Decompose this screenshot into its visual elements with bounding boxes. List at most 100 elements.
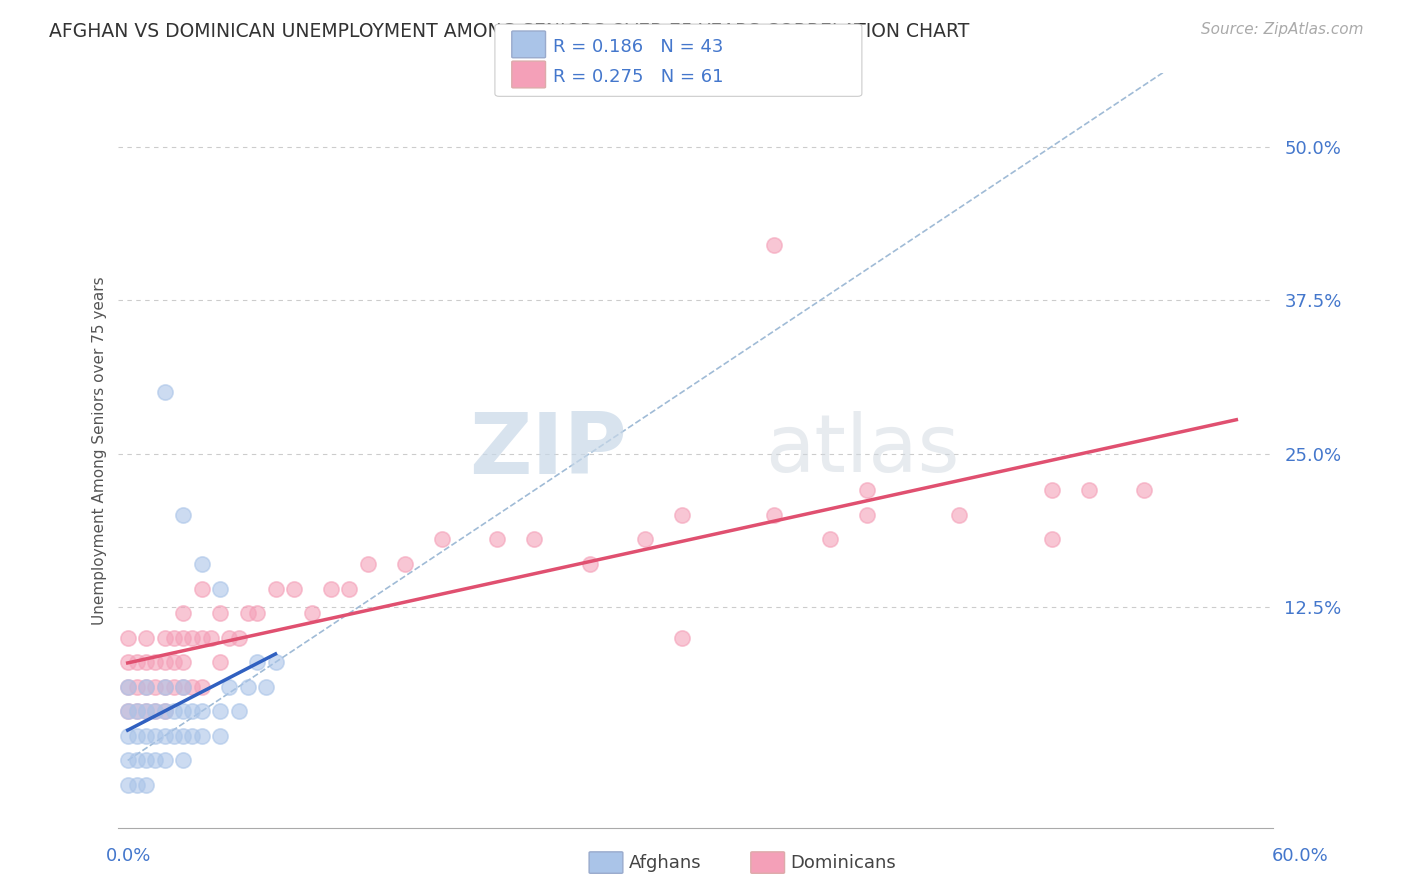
Point — [153, 704, 176, 718]
Point — [190, 729, 212, 743]
Point — [190, 704, 212, 718]
Point — [153, 680, 176, 694]
Point — [523, 533, 546, 547]
Point — [190, 557, 212, 571]
Point — [163, 680, 186, 694]
Text: AFGHAN VS DOMINICAN UNEMPLOYMENT AMONG SENIORS OVER 75 YEARS CORRELATION CHART: AFGHAN VS DOMINICAN UNEMPLOYMENT AMONG S… — [49, 22, 970, 41]
Point — [117, 704, 139, 718]
Point — [125, 778, 148, 792]
Text: Source: ZipAtlas.com: Source: ZipAtlas.com — [1201, 22, 1364, 37]
Point — [236, 606, 259, 620]
Text: atlas: atlas — [765, 411, 959, 490]
Point — [135, 729, 157, 743]
Point — [218, 631, 240, 645]
Point — [153, 385, 176, 400]
Point — [855, 508, 877, 522]
Point — [319, 582, 342, 596]
Point — [125, 753, 148, 767]
Point — [190, 631, 212, 645]
Y-axis label: Unemployment Among Seniors over 75 years: Unemployment Among Seniors over 75 years — [93, 277, 107, 624]
Point — [236, 680, 259, 694]
Point — [1040, 533, 1063, 547]
Point — [145, 680, 167, 694]
Point — [1040, 483, 1063, 498]
Point — [218, 680, 240, 694]
Point — [1077, 483, 1099, 498]
Point — [246, 606, 269, 620]
Point — [117, 778, 139, 792]
Point — [163, 704, 186, 718]
Point — [145, 753, 167, 767]
Point — [135, 778, 157, 792]
Point — [486, 533, 509, 547]
Point — [209, 729, 232, 743]
Point — [172, 704, 194, 718]
Text: 0.0%: 0.0% — [105, 847, 150, 865]
Point — [209, 704, 232, 718]
Point — [172, 655, 194, 669]
Point — [763, 237, 786, 252]
Point — [117, 655, 139, 669]
Point — [153, 655, 176, 669]
Point — [1133, 483, 1156, 498]
Point — [125, 704, 148, 718]
Point — [228, 704, 250, 718]
Point — [394, 557, 416, 571]
Point — [153, 753, 176, 767]
Point — [181, 680, 204, 694]
Point — [117, 753, 139, 767]
Point — [145, 655, 167, 669]
Point — [671, 508, 693, 522]
Point — [125, 729, 148, 743]
Point — [634, 533, 657, 547]
Point — [172, 508, 194, 522]
Point — [578, 557, 600, 571]
Text: R = 0.186   N = 43: R = 0.186 N = 43 — [553, 37, 723, 56]
Point — [153, 704, 176, 718]
Point — [125, 680, 148, 694]
Point — [339, 582, 361, 596]
Point — [855, 483, 877, 498]
Point — [135, 704, 157, 718]
Point — [301, 606, 323, 620]
Text: ZIP: ZIP — [468, 409, 627, 492]
Point — [246, 655, 269, 669]
Point — [264, 582, 287, 596]
Point — [153, 680, 176, 694]
Point — [430, 533, 453, 547]
Point — [172, 606, 194, 620]
Point — [117, 631, 139, 645]
Point — [172, 753, 194, 767]
Text: Afghans: Afghans — [628, 854, 702, 871]
Point — [145, 704, 167, 718]
Point — [172, 680, 194, 694]
Point — [153, 631, 176, 645]
Point — [163, 631, 186, 645]
Text: Dominicans: Dominicans — [790, 854, 896, 871]
Point — [190, 680, 212, 694]
Point — [135, 753, 157, 767]
Point — [135, 631, 157, 645]
Point — [163, 655, 186, 669]
Point — [228, 631, 250, 645]
Point — [125, 704, 148, 718]
Point — [153, 729, 176, 743]
Point — [209, 582, 232, 596]
Point — [181, 631, 204, 645]
Point — [283, 582, 305, 596]
Point — [190, 582, 212, 596]
Point — [145, 704, 167, 718]
Point — [117, 680, 139, 694]
Point — [135, 680, 157, 694]
Point — [172, 680, 194, 694]
Point — [163, 729, 186, 743]
Point — [818, 533, 841, 547]
Point — [254, 680, 277, 694]
Point — [135, 680, 157, 694]
Point — [948, 508, 970, 522]
Point — [172, 729, 194, 743]
Point — [172, 631, 194, 645]
Point — [145, 729, 167, 743]
Point — [125, 655, 148, 669]
Point — [135, 655, 157, 669]
